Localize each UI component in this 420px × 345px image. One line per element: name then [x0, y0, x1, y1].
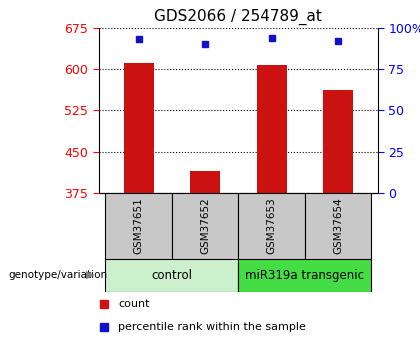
Text: GSM37651: GSM37651 — [134, 198, 144, 254]
Text: GSM37653: GSM37653 — [267, 198, 277, 254]
Bar — [239, 193, 305, 259]
Text: count: count — [118, 299, 150, 309]
Text: GSM37652: GSM37652 — [200, 198, 210, 254]
Bar — [305, 193, 371, 259]
Bar — [105, 259, 239, 292]
Bar — [123, 63, 154, 193]
Title: GDS2066 / 254789_at: GDS2066 / 254789_at — [155, 9, 322, 25]
Bar — [323, 90, 353, 193]
Text: control: control — [151, 269, 192, 282]
Text: GSM37654: GSM37654 — [333, 198, 343, 254]
Bar — [172, 193, 239, 259]
Text: genotype/variation: genotype/variation — [8, 270, 108, 280]
Text: miR319a transgenic: miR319a transgenic — [245, 269, 365, 282]
Bar — [239, 259, 371, 292]
Bar — [190, 171, 220, 193]
Bar — [105, 193, 172, 259]
Text: ▶: ▶ — [86, 270, 94, 280]
Bar — [257, 65, 286, 193]
Text: percentile rank within the sample: percentile rank within the sample — [118, 322, 306, 332]
